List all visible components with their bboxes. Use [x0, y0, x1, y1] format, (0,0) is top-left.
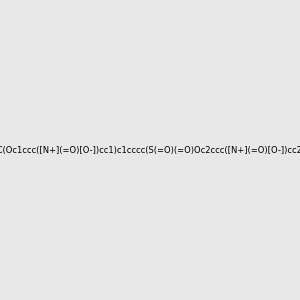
Text: O=C(Oc1ccc([N+](=O)[O-])cc1)c1cccc(S(=O)(=O)Oc2ccc([N+](=O)[O-])cc2)c1: O=C(Oc1ccc([N+](=O)[O-])cc1)c1cccc(S(=O)… — [0, 146, 300, 154]
